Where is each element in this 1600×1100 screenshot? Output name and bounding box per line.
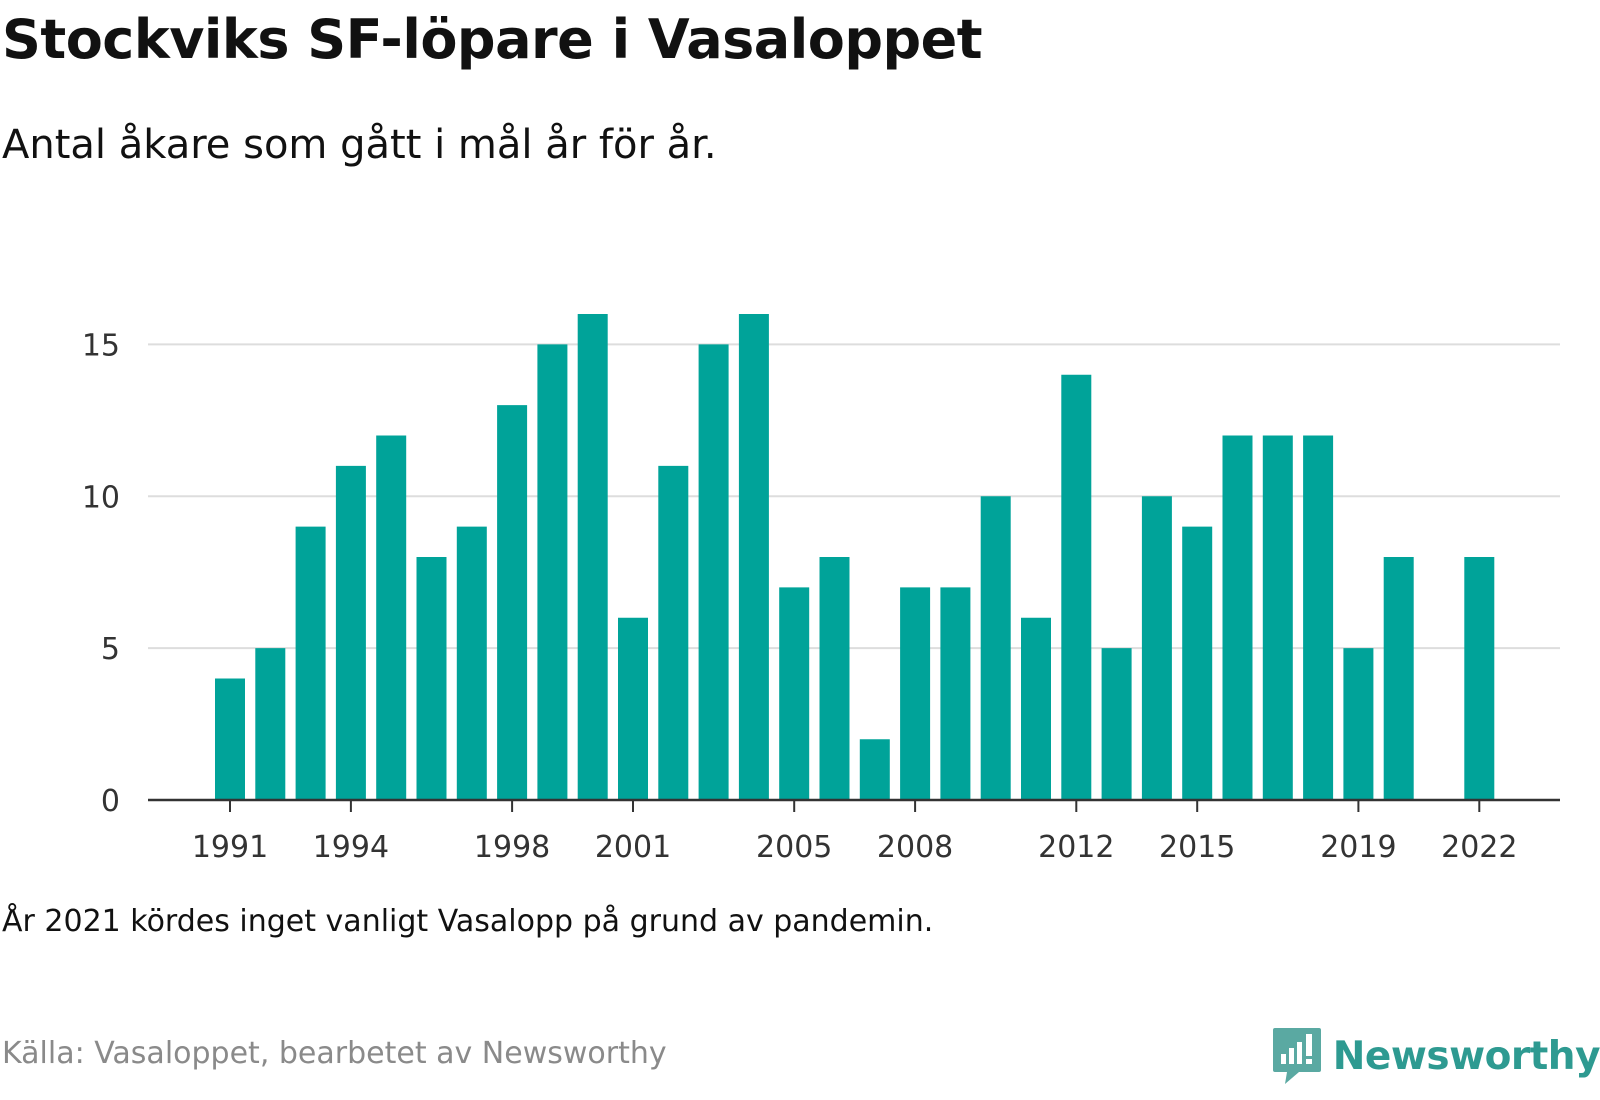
- bar-2020: [1383, 557, 1414, 800]
- bar-2022: [1464, 557, 1495, 800]
- bar-1992: [255, 648, 286, 800]
- bar-2010: [980, 496, 1011, 800]
- bar-1995: [376, 435, 407, 800]
- bar-chart: 0 5 10 15 1991 1994 1998 2001 2005 2008 2012 2015 20…: [82, 314, 1560, 865]
- newsworthy-logo-icon: [1272, 1028, 1321, 1084]
- bar-1991: [215, 678, 245, 800]
- bar-2017: [1262, 435, 1293, 800]
- x-tick-label-2008: 2008: [877, 830, 953, 865]
- bar-2005: [779, 587, 810, 800]
- chart-title: Stockviks SF-löpare i Vasaloppet: [2, 8, 983, 71]
- x-tick-label-1994: 1994: [313, 830, 389, 865]
- brand-logo: Newsworthy: [1271, 1024, 1600, 1088]
- bar-2016: [1222, 435, 1253, 800]
- y-tick-label-5: 5: [101, 632, 120, 667]
- y-tick-label-10: 10: [82, 480, 120, 515]
- x-tick-label-2005: 2005: [756, 830, 832, 865]
- bar-2009: [940, 587, 971, 800]
- x-tick-label-2001: 2001: [595, 830, 671, 865]
- y-tick-label-15: 15: [82, 328, 120, 363]
- brand-name: Newsworthy: [1332, 1033, 1600, 1079]
- bar-1993: [295, 526, 326, 800]
- x-tick-label-2015: 2015: [1159, 830, 1235, 865]
- source-text: Källa: Vasaloppet, bearbetet av Newswort…: [2, 1036, 667, 1071]
- bar-2006: [819, 557, 850, 800]
- bar-2014: [1141, 496, 1172, 800]
- axes: 0 5 10 15 1991 1994 1998 2001 2005 2008 2012 2015 20…: [82, 328, 1560, 865]
- chart-subtitle: Antal åkare som gått i mål år för år.: [2, 122, 717, 168]
- bar-2003: [698, 344, 729, 800]
- bar-1998: [497, 405, 528, 800]
- bar-2013: [1101, 648, 1132, 800]
- bar-2011: [1021, 617, 1051, 800]
- bar-2004: [738, 314, 769, 800]
- bar-2000: [577, 314, 608, 800]
- bar-2007: [859, 739, 890, 800]
- x-tick-label-1998: 1998: [474, 830, 550, 865]
- y-tick-label-0: 0: [101, 784, 120, 819]
- bar-2012: [1061, 374, 1092, 800]
- bar-1997: [456, 526, 487, 800]
- bar-2001: [618, 617, 648, 800]
- x-tick-label-2019: 2019: [1320, 830, 1396, 865]
- bar-2002: [658, 465, 689, 800]
- chart-note: År 2021 kördes inget vanligt Vasalopp på…: [2, 904, 934, 939]
- bars: [215, 314, 1495, 800]
- bar-1996: [416, 557, 447, 800]
- bar-1999: [537, 344, 568, 800]
- bar-2018: [1303, 435, 1334, 800]
- x-tick-label-2022: 2022: [1441, 830, 1517, 865]
- bar-2019: [1343, 648, 1374, 800]
- bar-2015: [1182, 526, 1213, 800]
- x-tick-label-1991: 1991: [192, 830, 268, 865]
- bar-1994: [335, 465, 366, 800]
- x-tick-label-2012: 2012: [1038, 830, 1114, 865]
- bar-2008: [900, 587, 931, 800]
